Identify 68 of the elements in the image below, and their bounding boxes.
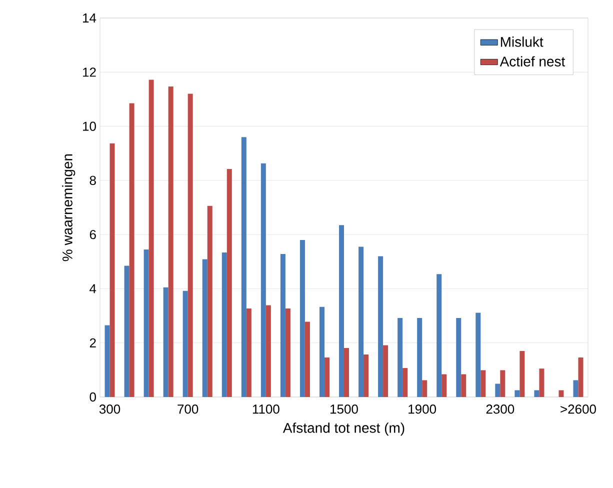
bar: [246, 308, 252, 397]
bar: [319, 306, 324, 397]
bar: [520, 350, 525, 397]
bar: [558, 390, 564, 397]
y-tick-label: 4: [90, 284, 96, 294]
bar: [202, 259, 208, 397]
bar: [129, 103, 134, 397]
bar: [188, 94, 193, 397]
legend-label: Mislukt: [500, 36, 544, 47]
bar: [280, 254, 286, 397]
bar: [110, 143, 115, 397]
bar: [476, 312, 481, 397]
bar: [241, 137, 246, 397]
bar: [534, 390, 540, 397]
bar: [104, 325, 110, 397]
x-axis-title: Afstand tot nest (m): [282, 422, 404, 436]
bar: [168, 86, 174, 397]
x-tick-label: 300: [99, 404, 120, 414]
bar: [124, 266, 130, 397]
bar: [226, 169, 232, 397]
bar: [260, 163, 266, 397]
x-tick-label: 1900: [408, 404, 436, 414]
bar: [456, 318, 462, 397]
y-tick-label: 0: [90, 392, 96, 402]
bar: [461, 374, 466, 397]
x-tick-label: 700: [178, 404, 198, 414]
x-tick-label: 1100: [252, 404, 280, 414]
bar: [417, 318, 422, 397]
y-axis-title: % waarnemingen: [62, 154, 76, 262]
bar: [578, 357, 584, 397]
y-tick-label: 8: [90, 176, 96, 186]
bar: [398, 318, 403, 397]
bar: [539, 368, 544, 397]
bar: [378, 256, 384, 397]
bar: [436, 274, 442, 397]
bar: [144, 249, 149, 397]
x-tick-label: >2600: [560, 404, 596, 414]
bar: [495, 384, 500, 397]
bar: [514, 390, 520, 397]
legend-label: Actief nest: [500, 56, 566, 66]
y-tick-label: 6: [90, 230, 96, 240]
y-tick-label: 14: [83, 14, 96, 22]
bar: [480, 370, 486, 397]
bar: [364, 354, 369, 397]
x-tick-label: 2300: [486, 404, 514, 414]
bar: [266, 305, 271, 397]
y-tick-label: 2: [90, 338, 96, 348]
bar: [148, 80, 154, 397]
bar: [222, 252, 227, 397]
bar: [402, 368, 408, 397]
bar: [182, 290, 188, 397]
x-tick-label: 1500: [330, 404, 358, 414]
bar: [573, 380, 578, 397]
bar: [422, 380, 428, 397]
bar: [500, 370, 506, 397]
bar: [358, 246, 364, 397]
bar: [163, 287, 168, 397]
y-tick-label: 10: [83, 122, 96, 131]
bar: [300, 240, 305, 397]
bar: [304, 322, 310, 397]
bar: [344, 348, 350, 397]
y-tick-label: 12: [83, 68, 96, 77]
bar: [324, 357, 330, 397]
bar: [442, 374, 447, 397]
bar: [383, 345, 388, 397]
bar: [207, 206, 212, 397]
bar: [339, 225, 344, 397]
bar: [285, 308, 290, 397]
